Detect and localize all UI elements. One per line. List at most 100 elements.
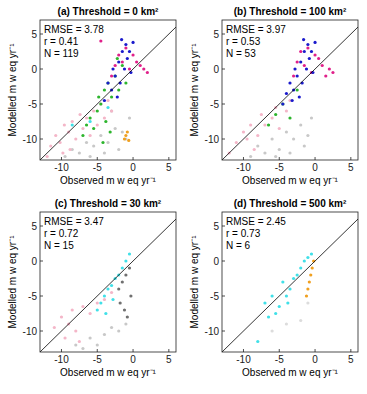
point	[128, 252, 131, 255]
point	[302, 38, 305, 41]
point	[296, 88, 299, 91]
point	[306, 256, 309, 259]
point	[306, 134, 309, 137]
y-tick-label: 0	[31, 64, 37, 75]
point	[74, 137, 77, 140]
point	[104, 120, 107, 123]
title: (a) Threshold = 0 km²	[58, 6, 160, 17]
point	[288, 151, 291, 154]
point	[271, 294, 274, 297]
point	[96, 109, 99, 112]
point	[278, 127, 281, 130]
point	[293, 67, 296, 70]
point	[121, 50, 124, 53]
x-tick	[168, 349, 169, 352]
point	[260, 113, 263, 116]
point	[288, 116, 291, 119]
point	[296, 60, 299, 63]
y-tick-label: -5	[28, 291, 37, 302]
point	[124, 134, 127, 137]
point	[117, 60, 120, 63]
point	[313, 53, 316, 56]
y-label: Modelled m w eq yr⁻¹	[189, 235, 200, 329]
point	[296, 74, 299, 77]
point	[96, 343, 99, 346]
point	[61, 151, 64, 154]
point	[89, 134, 92, 137]
point	[85, 141, 88, 144]
y-tick-label: 5	[31, 221, 37, 232]
point	[89, 336, 92, 339]
title: (c) Threshold = 30 km²	[55, 198, 162, 209]
plot-frame	[40, 20, 176, 160]
y-label: Modelled m w eq yr⁻¹	[7, 43, 18, 137]
x-tick-label: 0	[312, 162, 318, 173]
point	[109, 130, 112, 133]
point	[308, 280, 311, 283]
point	[317, 57, 320, 60]
figure: -10-505-10-505(a) Threshold = 0 km²Obser…	[0, 0, 367, 394]
point	[110, 109, 113, 112]
point	[303, 64, 306, 67]
plot-bg	[40, 20, 176, 160]
point	[306, 287, 309, 290]
point	[54, 134, 57, 137]
point	[99, 102, 102, 105]
point	[121, 130, 124, 133]
point	[303, 50, 306, 53]
point	[126, 315, 129, 318]
y-tick-label: -10	[205, 326, 220, 337]
y-tick	[40, 34, 43, 35]
point	[328, 67, 331, 70]
x-tick-label: -10	[54, 162, 69, 173]
y-tick	[40, 139, 43, 140]
point	[139, 64, 142, 67]
point	[81, 305, 84, 308]
point	[63, 123, 66, 126]
point	[53, 326, 56, 329]
point	[142, 67, 145, 70]
point	[126, 57, 129, 60]
point	[305, 294, 308, 297]
point	[68, 148, 71, 151]
point	[310, 252, 313, 255]
point	[103, 116, 106, 119]
x-tick	[133, 157, 134, 160]
annotation: RMSE = 3.97	[226, 24, 286, 35]
point	[321, 64, 324, 67]
point	[324, 74, 327, 77]
point	[303, 144, 306, 147]
point	[49, 144, 52, 147]
point	[281, 102, 284, 105]
plot-frame	[40, 212, 176, 352]
point	[256, 340, 259, 343]
point	[99, 301, 102, 304]
point	[123, 137, 126, 140]
point	[92, 127, 95, 130]
point	[271, 116, 274, 119]
annotation: N = 15	[44, 240, 74, 251]
annotation: RMSE = 3.47	[44, 216, 104, 227]
point	[242, 130, 245, 133]
point	[117, 148, 120, 151]
point	[110, 284, 113, 287]
y-tick-label: 0	[31, 256, 37, 267]
annotation: N = 6	[226, 240, 251, 251]
x-tick-label: -5	[275, 162, 284, 173]
point	[117, 329, 120, 332]
point	[117, 88, 120, 91]
point	[116, 57, 119, 60]
point	[119, 301, 122, 304]
point	[286, 301, 289, 304]
y-tick	[222, 69, 225, 70]
point	[120, 38, 123, 41]
x-tick-label: 5	[166, 354, 172, 365]
point	[285, 130, 288, 133]
x-tick	[61, 349, 62, 352]
y-tick	[222, 296, 225, 297]
point	[306, 43, 309, 46]
x-tick	[97, 157, 98, 160]
y-label: Modelled m w eq yr⁻¹	[189, 43, 200, 137]
title: (d) Threshold = 500 km²	[234, 198, 347, 209]
point	[92, 109, 95, 112]
